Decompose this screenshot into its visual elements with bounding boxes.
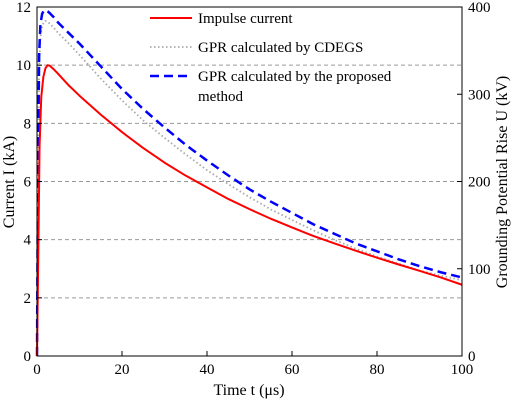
x-tick-label: 40: [200, 362, 215, 378]
series-line-2: [35, 9, 463, 357]
series-layer: [35, 9, 463, 357]
y-left-tick-label: 12: [16, 0, 31, 16]
y-left-tick-label: 10: [16, 58, 31, 74]
y-right-tick-label: 100: [468, 262, 491, 278]
x-tick-label: 0: [33, 362, 41, 378]
x-axis-label: Time t (μs): [213, 382, 284, 399]
y-right-tick-label: 300: [468, 87, 491, 103]
grid-lines: [37, 64, 462, 299]
legend: Impulse current GPR calculated by CDEGS …: [150, 11, 395, 105]
x-tick-label: 100: [451, 362, 474, 378]
y-axis-left-label: Current I (kA): [1, 136, 18, 228]
y-left-tick-label: 0: [24, 349, 32, 365]
y-right-tick-label: 400: [468, 0, 491, 16]
legend-label-impulse-current: Impulse current: [198, 11, 293, 27]
x-tick-label: 60: [285, 362, 300, 378]
legend-label-gpr-cdegs: GPR calculated by CDEGS: [198, 40, 363, 56]
legend-label-gpr-proposed: GPR calculated by the proposed method: [198, 69, 395, 105]
y-left-tick-label: 2: [24, 291, 32, 307]
x-tick-label: 20: [115, 362, 130, 378]
x-tick-label: 80: [370, 362, 385, 378]
y-axis-right-label: Grounding Potential Rise U (kV): [494, 76, 511, 288]
y-left-tick-label: 4: [24, 233, 32, 249]
y-right-tick-label: 0: [468, 349, 476, 365]
y-right-tick-label: 200: [468, 175, 491, 191]
y-left-tick-label: 6: [24, 175, 32, 191]
series-line-1: [36, 20, 463, 357]
series-line-0: [36, 64, 463, 357]
y-left-tick-label: 8: [24, 116, 32, 132]
